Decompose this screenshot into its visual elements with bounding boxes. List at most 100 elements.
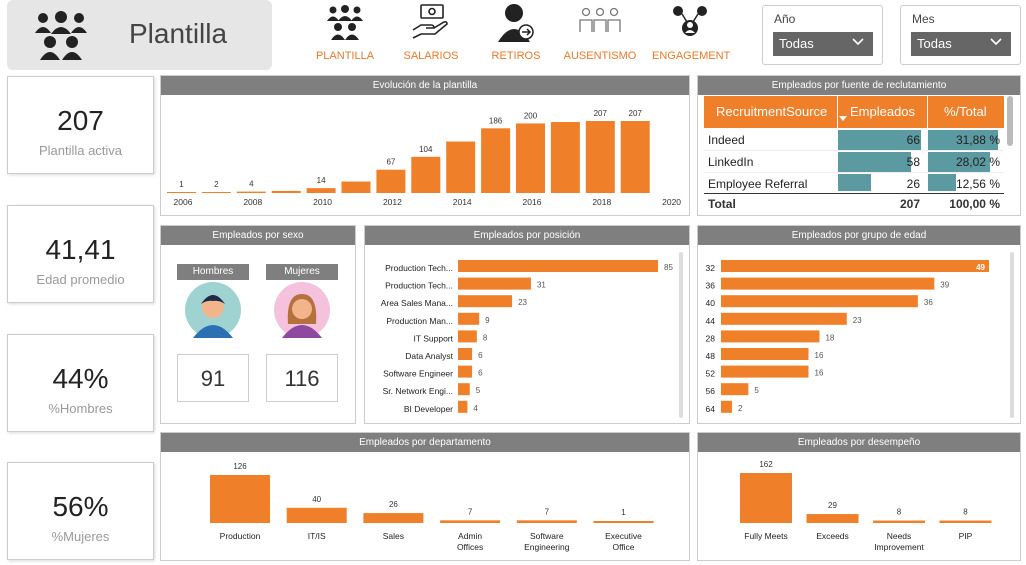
- bar[interactable]: [721, 348, 809, 360]
- performance-panel: Empleados por desempeño 162 Fully Meets 29…: [697, 432, 1021, 561]
- bar[interactable]: [481, 128, 511, 193]
- bar[interactable]: [167, 192, 196, 193]
- bar[interactable]: [286, 507, 347, 523]
- bar[interactable]: [440, 520, 501, 523]
- count-cell: 58: [906, 155, 920, 169]
- data-label: 6: [478, 369, 483, 378]
- bar[interactable]: [550, 122, 580, 193]
- column-divider: [927, 96, 928, 128]
- table-header: RecruitmentSource Empleados %/Total: [704, 96, 1004, 128]
- bar[interactable]: [873, 520, 925, 523]
- data-label: 67: [386, 158, 395, 167]
- bar[interactable]: [585, 121, 615, 193]
- bar[interactable]: [458, 312, 480, 325]
- bar[interactable]: [411, 156, 441, 193]
- bar[interactable]: [341, 181, 371, 193]
- bar[interactable]: [201, 192, 231, 193]
- category-label: IT/IS: [308, 531, 326, 541]
- dropdown-value: Todas: [917, 36, 952, 51]
- bar[interactable]: [363, 513, 424, 523]
- bar[interactable]: [271, 190, 301, 193]
- data-label: 8: [963, 508, 968, 517]
- bar[interactable]: [721, 365, 809, 378]
- nav-label: PLANTILLA: [315, 50, 375, 62]
- team-logo-icon: [35, 11, 87, 60]
- chart-scrollbar[interactable]: [679, 252, 683, 418]
- tick-label: 2010: [313, 197, 332, 207]
- column-header[interactable]: Empleados: [850, 104, 916, 119]
- kpi-average-age: 41,41 Edad promedio: [7, 205, 154, 303]
- bar[interactable]: [306, 188, 336, 193]
- bar[interactable]: [721, 330, 820, 343]
- nav-plantilla[interactable]: PLANTILLA: [312, 0, 378, 68]
- slicer-label: Mes: [912, 12, 935, 26]
- chevron-down-icon: [852, 38, 864, 46]
- month-slicer[interactable]: Mes Todas: [900, 5, 1021, 65]
- bar[interactable]: [740, 473, 792, 523]
- month-dropdown[interactable]: Todas: [911, 32, 1011, 56]
- bar[interactable]: [721, 312, 847, 325]
- year-slicer[interactable]: Año Todas: [762, 5, 883, 65]
- kpi-female-pct: 56% %Mujeres: [7, 462, 154, 560]
- kpi-caption: %Mujeres: [51, 529, 110, 544]
- table-row[interactable]: LinkedIn 58 28,02 %: [704, 151, 1004, 173]
- recruitment-panel: Empleados por fuente de reclutamiento Re…: [697, 75, 1021, 216]
- bar[interactable]: [446, 141, 476, 193]
- kpi-value: 56%: [52, 491, 109, 522]
- page-title: Plantilla: [129, 18, 228, 49]
- data-label: 4: [473, 404, 478, 413]
- category-label: 32: [706, 263, 716, 273]
- nav-salarios[interactable]: SALARIOS: [398, 0, 464, 68]
- age-chart: 32 49 36 39 40 36 44 23 28 18 48 16 52 16 56 5 64 2: [706, 260, 989, 414]
- bar[interactable]: [939, 520, 992, 523]
- column-header[interactable]: RecruitmentSource: [716, 104, 828, 119]
- bar[interactable]: [458, 295, 513, 308]
- panel-title: Empleados por fuente de reclutamiento: [698, 76, 1020, 95]
- bar[interactable]: [516, 520, 577, 523]
- bar[interactable]: [458, 365, 473, 378]
- bar[interactable]: [376, 169, 406, 193]
- nav-engagement[interactable]: ENGAGEMENT: [652, 0, 730, 68]
- bar[interactable]: [721, 383, 749, 396]
- table-row[interactable]: Employee Referral 26 12,56 %: [704, 173, 1004, 191]
- data-label: 2: [738, 404, 743, 413]
- kpi-caption: Edad promedio: [36, 272, 125, 287]
- performance-chart: 162 Fully Meets 29 Exceeds 8 NeedsImprovement…: [740, 460, 992, 552]
- male-label: Hombres: [177, 264, 249, 280]
- table-row[interactable]: Indeed 66 31,88 %: [704, 129, 1004, 151]
- data-label: 36: [924, 298, 933, 307]
- nav-label: RETIROS: [491, 50, 541, 62]
- money-hand-icon: [412, 4, 448, 39]
- bar[interactable]: [210, 475, 270, 523]
- bar[interactable]: [806, 514, 859, 523]
- bar[interactable]: [721, 277, 935, 290]
- slicer-label: Año: [774, 12, 796, 26]
- recruitment-table: RecruitmentSource Empleados %/Total Inde…: [704, 96, 1004, 191]
- category-label: Production Tech...: [385, 263, 453, 273]
- bar[interactable]: [620, 121, 650, 193]
- bar[interactable]: [721, 295, 918, 308]
- data-label: 6: [478, 351, 483, 360]
- count-databar: [838, 152, 911, 172]
- bar[interactable]: [458, 260, 658, 272]
- bar[interactable]: [236, 191, 266, 193]
- bar[interactable]: [458, 383, 470, 396]
- data-label: 1: [621, 508, 626, 517]
- table-scrollbar[interactable]: [1007, 96, 1013, 146]
- column-header[interactable]: %/Total: [944, 104, 987, 119]
- nav-ausentismo[interactable]: AUSENTISMO: [563, 0, 637, 68]
- source-cell: Employee Referral: [708, 177, 808, 191]
- bar[interactable]: [458, 400, 468, 413]
- bar[interactable]: [458, 330, 477, 343]
- bar[interactable]: [516, 123, 545, 193]
- year-dropdown[interactable]: Todas: [773, 32, 873, 56]
- bar[interactable]: [593, 521, 654, 523]
- chart-scrollbar[interactable]: [1010, 252, 1014, 418]
- bar[interactable]: [458, 277, 531, 290]
- nav-retiros[interactable]: RETIROS: [486, 0, 546, 68]
- sort-desc-icon: [839, 116, 847, 121]
- bar[interactable]: [721, 260, 989, 272]
- bar[interactable]: [458, 348, 473, 360]
- data-label: 26: [389, 500, 398, 509]
- bar[interactable]: [721, 400, 732, 413]
